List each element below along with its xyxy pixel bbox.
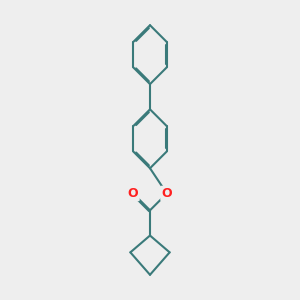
Text: O: O bbox=[161, 187, 172, 200]
Text: O: O bbox=[128, 187, 139, 200]
